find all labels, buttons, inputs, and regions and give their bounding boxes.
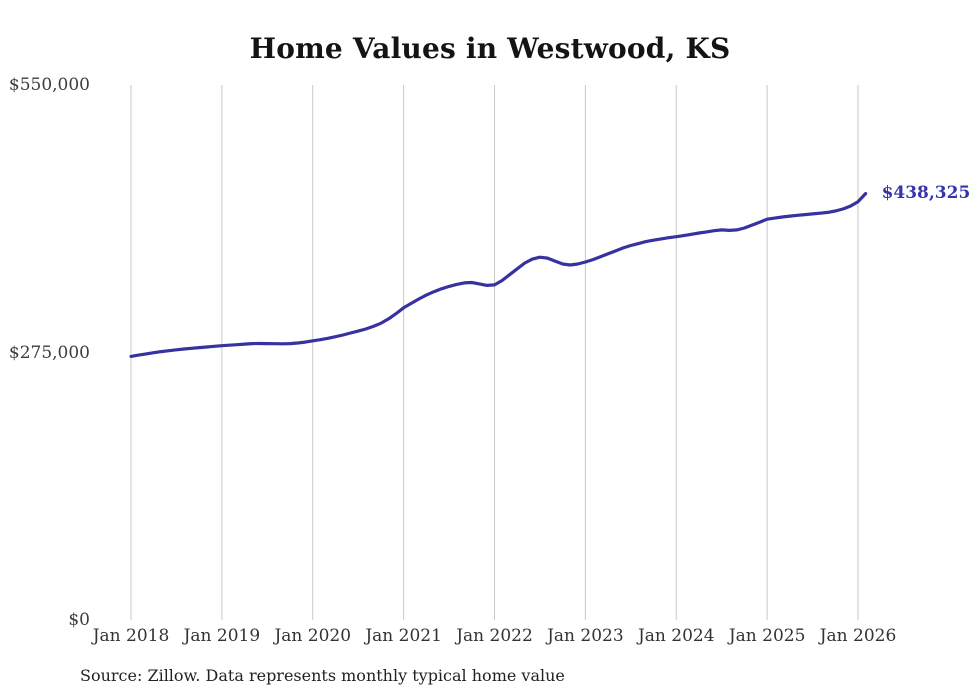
home-value-line: [129, 192, 868, 358]
x-axis-tick-label: Jan 2023: [547, 626, 624, 646]
x-axis-tick-label: Jan 2019: [183, 626, 261, 646]
x-axis-tick-label: Jan 2021: [365, 626, 442, 646]
y-axis-tick-label: $0: [68, 610, 90, 630]
x-axis-labels: Jan 2018 Jan 2019 Jan 2020 Jan 2021 Jan 2022…: [0, 626, 980, 650]
source-note: Source: Zillow. Data represents monthly …: [80, 666, 565, 685]
x-axis-tick-label: Jan 2018: [92, 626, 170, 646]
y-axis-tick-label: $275,000: [8, 342, 90, 363]
chart-title: Home Values in Westwood, KS: [249, 32, 731, 65]
y-axis-tick-label: $550,000: [8, 75, 90, 95]
x-axis-tick-label: Jan 2020: [274, 626, 352, 646]
x-axis-tick-label: Jan 2026: [819, 626, 897, 646]
x-axis-tick-label: Jan 2022: [456, 626, 533, 646]
y-axis-labels: $0 $275,000 $550,000: [0, 0, 100, 699]
x-axis-tick-label: Jan 2024: [637, 626, 715, 646]
latest-value-annotation: $438,325: [881, 182, 971, 203]
x-axis-tick-label: Jan 2025: [728, 626, 806, 646]
